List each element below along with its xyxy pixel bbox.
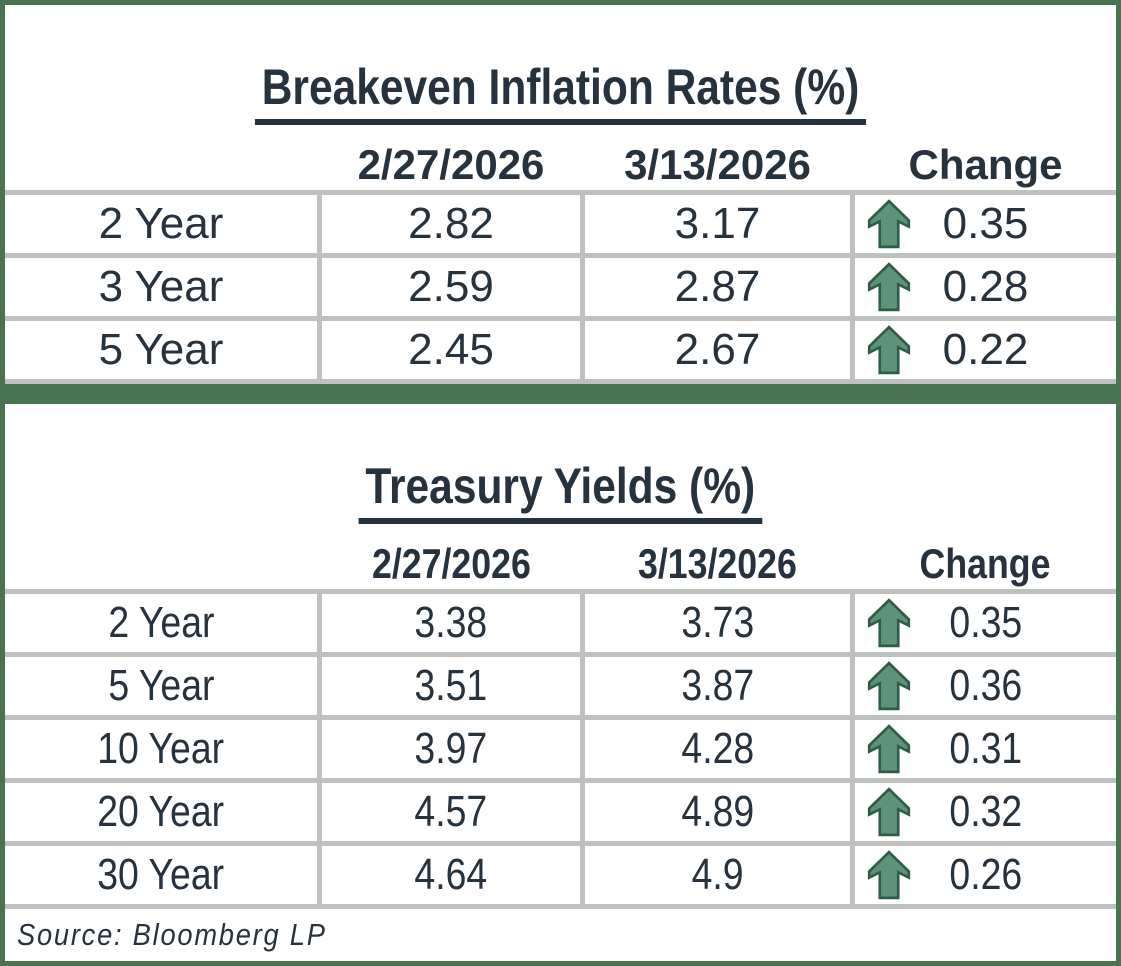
- year-label: 30 Year: [97, 850, 225, 899]
- value: 3.38: [414, 598, 488, 647]
- value: 4.57: [414, 787, 488, 836]
- year-label-cell: 30 Year: [5, 846, 317, 904]
- table-row: 2 Year 2.82 3.17 0.35: [5, 195, 1116, 253]
- change-cell: 0.36: [850, 657, 1116, 715]
- value-cell: 3.97: [317, 720, 580, 778]
- value: 4.64: [414, 850, 488, 899]
- up-arrow-icon: [867, 262, 911, 312]
- up-arrow-icon: [867, 787, 911, 837]
- value-cell: 2.59: [317, 258, 580, 316]
- change-cell: 0.35: [850, 195, 1116, 253]
- up-arrow-icon: [867, 598, 911, 648]
- header-date-2: 3/13/2026: [580, 543, 850, 589]
- header-date-1: 2/27/2026: [357, 141, 545, 188]
- breakeven-header-row: 2/27/2026 3/13/2026 Change: [5, 135, 1116, 190]
- table-row: 2 Year 3.38 3.73 0.35: [5, 594, 1116, 652]
- header-date-1: 2/27/2026: [317, 543, 580, 589]
- header-date-2-label: 3/13/2026: [638, 540, 797, 587]
- up-arrow-icon: [867, 724, 911, 774]
- table-row: 30 Year 4.64 4.9 0.26: [5, 841, 1116, 904]
- value-cell: 4.9: [580, 846, 850, 904]
- green-divider-band: [5, 384, 1116, 404]
- change-value: 0.26: [949, 850, 1022, 899]
- change-cell: 0.31: [850, 720, 1116, 778]
- value-cell: 4.28: [580, 720, 850, 778]
- value: 3.73: [681, 598, 754, 647]
- year-label-cell: 2 Year: [5, 594, 317, 652]
- value-cell: 3.51: [317, 657, 580, 715]
- change-cell: 0.26: [850, 846, 1116, 904]
- year-label-cell: 10 Year: [5, 720, 317, 778]
- value: 4.9: [691, 850, 744, 899]
- source-note: Source: Bloomberg LP: [17, 917, 327, 952]
- change-cell: 0.28: [850, 258, 1116, 316]
- value-cell: 3.38: [317, 594, 580, 652]
- value-cell: 4.89: [580, 783, 850, 841]
- year-label: 2 Year: [107, 598, 215, 647]
- value-cell: 2.82: [317, 195, 580, 253]
- value-cell: 3.87: [580, 657, 850, 715]
- treasury-title-block: Treasury Yields (%): [5, 404, 1116, 534]
- breakeven-title-block: Breakeven Inflation Rates (%): [5, 5, 1116, 135]
- table-row: 3 Year 2.59 2.87 0.28: [5, 253, 1116, 316]
- breakeven-table-body: 2 Year 2.82 3.17 0.35 3 Year 2.59 2.87 0…: [5, 190, 1116, 384]
- value-cell: 3.17: [580, 195, 850, 253]
- table-row: 10 Year 3.97 4.28 0.31: [5, 715, 1116, 778]
- value-cell: 4.64: [317, 846, 580, 904]
- table-row: 5 Year 3.51 3.87 0.36: [5, 652, 1116, 715]
- year-label-cell: 3 Year: [98, 262, 224, 311]
- value: 3.97: [414, 724, 488, 773]
- header-change: Change: [908, 141, 1063, 188]
- header-date-1-label: 2/27/2026: [371, 540, 531, 587]
- treasury-title: Treasury Yields (%): [358, 459, 763, 524]
- value: 3.51: [414, 661, 488, 710]
- value-cell: 3.73: [580, 594, 850, 652]
- change-value: 0.31: [949, 724, 1022, 773]
- year-label: 5 Year: [107, 661, 215, 710]
- treasury-yields-panel: Treasury Yields (%) 2/27/2026 3/13/2026 …: [5, 404, 1116, 904]
- up-arrow-icon: [867, 850, 911, 900]
- change-value: 0.32: [949, 787, 1022, 836]
- breakeven-title: Breakeven Inflation Rates (%): [254, 60, 867, 125]
- change-value: 0.36: [949, 661, 1022, 710]
- value: 3.87: [681, 661, 754, 710]
- year-label-cell: 5 Year: [5, 657, 317, 715]
- header-date-2: 3/13/2026: [624, 141, 811, 188]
- header-change-label: Change: [920, 540, 1051, 587]
- source-row: Source: Bloomberg LP: [5, 904, 1116, 961]
- table-row: 20 Year 4.57 4.89 0.32: [5, 778, 1116, 841]
- treasury-header-row: 2/27/2026 3/13/2026 Change: [5, 534, 1116, 589]
- change-value: 0.35: [942, 199, 1029, 248]
- year-label: 20 Year: [97, 787, 225, 836]
- change-value: 0.28: [942, 262, 1029, 311]
- up-arrow-icon: [867, 199, 911, 249]
- year-label: 10 Year: [97, 724, 225, 773]
- value: 4.28: [681, 724, 754, 773]
- value-cell: 2.67: [580, 321, 850, 379]
- value-cell: 2.45: [317, 321, 580, 379]
- year-label-cell: 2 Year: [98, 199, 224, 248]
- change-cell: 0.35: [850, 594, 1116, 652]
- header-empty: [5, 585, 317, 589]
- up-arrow-icon: [867, 325, 911, 375]
- up-arrow-icon: [867, 661, 911, 711]
- header-change: Change: [850, 543, 1116, 589]
- year-label-cell: 5 Year: [98, 325, 224, 374]
- change-cell: 0.32: [850, 783, 1116, 841]
- change-value: 0.35: [949, 598, 1022, 647]
- treasury-table-body: 2 Year 3.38 3.73 0.35 5 Year 3.51 3.87 0…: [5, 589, 1116, 904]
- value-cell: 2.87: [580, 258, 850, 316]
- change-cell: 0.22: [850, 321, 1116, 379]
- breakeven-inflation-panel: Breakeven Inflation Rates (%) 2/27/2026 …: [5, 5, 1116, 384]
- change-value: 0.22: [942, 325, 1029, 374]
- value: 4.89: [681, 787, 754, 836]
- year-label-cell: 20 Year: [5, 783, 317, 841]
- header-empty: [5, 186, 317, 190]
- table-row: 5 Year 2.45 2.67 0.22: [5, 316, 1116, 379]
- value-cell: 4.57: [317, 783, 580, 841]
